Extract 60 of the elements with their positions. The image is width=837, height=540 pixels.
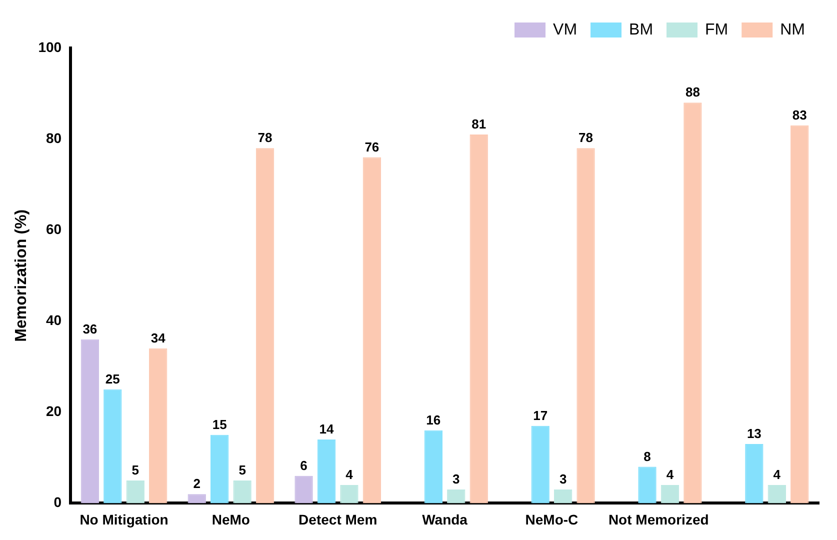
data-label: 81 [472, 116, 486, 132]
bar [362, 157, 382, 504]
data-label: 36 [82, 321, 98, 336]
bar [256, 148, 274, 504]
bar [233, 480, 252, 504]
bar [149, 348, 168, 504]
x-tick-label: NeMo-C [525, 511, 578, 528]
legend-label: VM [553, 21, 578, 38]
y-tick-label: 40 [46, 312, 62, 328]
data-label: 3 [559, 472, 567, 487]
y-tick-label: 20 [46, 403, 62, 420]
data-label: 8 [644, 448, 651, 464]
bar [470, 134, 488, 504]
data-label: 16 [426, 412, 441, 428]
bar [188, 494, 206, 504]
data-label: 78 [578, 130, 594, 146]
data-label: 88 [685, 84, 700, 100]
data-label: 15 [212, 417, 227, 432]
legend-label: FM [705, 21, 728, 38]
x-tick-label: No Mitigation [80, 511, 168, 528]
data-label: 17 [533, 408, 548, 423]
bar [531, 426, 550, 504]
x-tick-label: Not Memorized [608, 511, 709, 528]
bar [294, 476, 313, 504]
data-label: 13 [746, 426, 762, 442]
bar [424, 430, 443, 504]
data-label: 6 [300, 458, 308, 473]
y-axis-title: Memorization (%) [13, 209, 30, 342]
bar [104, 389, 122, 504]
legend-label: NM [780, 21, 806, 38]
bar [80, 339, 100, 504]
bar [317, 439, 336, 504]
bar [576, 148, 595, 504]
bar [790, 125, 809, 504]
y-tick-label: 100 [38, 38, 62, 55]
data-label: 3 [452, 472, 460, 487]
bar [638, 466, 656, 504]
legend-label: BM [629, 21, 654, 38]
data-label: 2 [193, 476, 200, 492]
y-tick-label: 80 [46, 130, 62, 146]
bar [684, 102, 702, 504]
y-tick-label: 0 [54, 494, 62, 510]
bar [210, 434, 229, 504]
data-label: 25 [105, 371, 120, 386]
data-label: 4 [773, 467, 782, 482]
data-label: 34 [150, 330, 166, 346]
data-label: 5 [238, 462, 246, 478]
data-label: 76 [364, 139, 380, 154]
data-label: 4 [666, 467, 674, 482]
bar [126, 480, 144, 504]
data-label: 5 [132, 462, 139, 478]
data-label: 14 [319, 422, 334, 437]
y-tick-label: 60 [46, 220, 62, 237]
bar [745, 444, 764, 504]
x-tick-label: Detect Mem [298, 511, 378, 528]
data-label: 78 [258, 130, 272, 146]
data-label: 4 [346, 467, 354, 482]
x-tick-label: NeMo [212, 511, 250, 528]
data-label: 83 [792, 107, 807, 122]
x-tick-label: Wanda [422, 511, 468, 528]
